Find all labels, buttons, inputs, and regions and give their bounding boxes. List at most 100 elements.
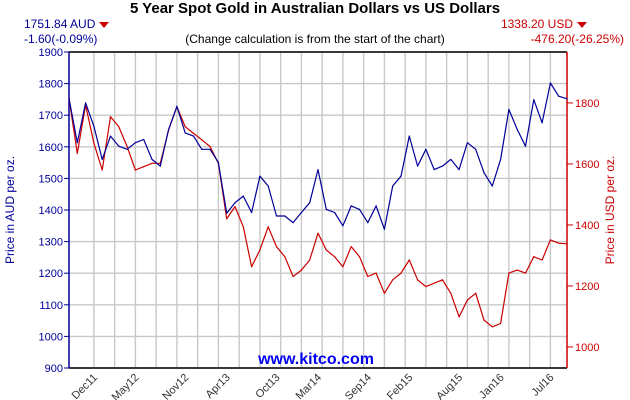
x-tick-label: Dec11 [70, 372, 100, 400]
usd-data-point [483, 319, 485, 321]
usd-data-point [524, 272, 527, 274]
usd-data-point [267, 226, 269, 228]
usd-data-point [93, 142, 95, 144]
x-tick-label: Jan16 [477, 372, 507, 400]
aud-data-point [184, 132, 186, 134]
usd-data-point [118, 126, 120, 128]
y-right-tick-label: 1200 [575, 281, 599, 293]
aud-data-point [417, 165, 419, 167]
aud-data-point [76, 142, 78, 144]
usd-data-point [367, 275, 369, 278]
aud-data-point [475, 148, 477, 150]
aud-data-point [408, 135, 410, 137]
aud-data-point [259, 175, 261, 177]
aud-data-point [350, 205, 352, 207]
usd-data-point [458, 316, 460, 318]
usd-data-point [491, 326, 493, 328]
usd-data-point [334, 256, 336, 258]
usd-data-point [358, 256, 361, 258]
x-tick-label: Jul16 [529, 372, 556, 399]
usd-data-point [251, 266, 253, 268]
aud-change: -1.60(-0.09%) [24, 32, 98, 46]
aud-data-point [500, 158, 502, 161]
y-left-tick-label: 1500 [39, 173, 63, 185]
usd-data-point [342, 266, 344, 268]
usd-data-point [533, 256, 535, 258]
x-tick-label: Sep14 [343, 372, 374, 400]
usd-data-point [350, 246, 352, 248]
aud-data-point [558, 95, 560, 97]
usd-data-point [392, 279, 394, 281]
usd-data-point [300, 269, 302, 271]
usd-data-point [441, 279, 444, 281]
usd-data-point [317, 232, 319, 234]
usd-data-point [417, 279, 419, 281]
usd-data-point [126, 145, 128, 148]
x-tick-label: Aug15 [434, 372, 465, 400]
aud-data-point [400, 175, 402, 177]
usd-data-point [508, 272, 510, 274]
aud-data-point [93, 125, 95, 127]
aud-data-point [549, 82, 552, 84]
aud-data-point [151, 158, 153, 161]
aud-data-point [143, 138, 145, 141]
aud-data-point [292, 222, 294, 224]
usd-data-point [134, 169, 136, 171]
aud-data-point [134, 142, 136, 144]
aud-data-point [242, 195, 244, 197]
aud-data-point [566, 98, 568, 100]
x-tick-label: Feb15 [385, 372, 416, 400]
y-left-tick-label: 1400 [39, 205, 63, 217]
y-left-tick-label: 1100 [39, 300, 63, 312]
usd-data-point [549, 239, 552, 241]
aud-data-point [234, 202, 236, 204]
usd-data-point [109, 116, 112, 118]
usd-data-point [242, 226, 244, 228]
usd-data-point [184, 126, 186, 128]
chart-title: 5 Year Spot Gold in Australian Dollars v… [129, 0, 501, 17]
y-left-tick-label: 1600 [39, 142, 63, 154]
x-tick-label: Apr13 [204, 372, 233, 400]
aud-data-point [168, 128, 170, 131]
usd-data-point [383, 292, 385, 294]
aud-data-point [109, 135, 112, 137]
x-tick-label: Mar14 [294, 372, 325, 400]
usd-data-point [309, 259, 311, 261]
aud-data-point [516, 128, 518, 131]
aud-data-point [425, 148, 427, 150]
usd-data-point [475, 292, 477, 294]
usd-data-point [541, 259, 543, 261]
aud-data-point [433, 168, 435, 171]
aud-price: 1751.84 AUD [24, 17, 110, 31]
aud-data-point [483, 172, 485, 174]
aud-data-point [342, 225, 344, 227]
aud-data-point [176, 105, 178, 107]
watermark: www.kitco.com [257, 351, 374, 368]
usd-data-point [400, 272, 402, 274]
aud-data-point [458, 168, 460, 171]
usd-data-point [284, 256, 286, 258]
aud-price-value: 1751.84 AUD [24, 17, 96, 31]
aud-data-point [118, 145, 120, 147]
y-left-tick-label: 1200 [39, 268, 63, 280]
aud-data-point [267, 185, 269, 187]
aud-data-point [383, 228, 385, 230]
aud-price-line [68, 82, 568, 230]
usd-data-point [292, 275, 294, 278]
x-tick-label: May12 [110, 372, 142, 400]
down-arrow-icon [99, 21, 110, 28]
aud-data-point [334, 211, 336, 214]
aud-data-point [508, 108, 510, 111]
y-right-tick-label: 1400 [575, 220, 599, 232]
y-right-tick-label: 1600 [575, 159, 599, 171]
usd-data-point [500, 322, 502, 325]
usd-data-point [226, 218, 228, 220]
aud-data-point [358, 208, 361, 210]
aud-data-point [392, 185, 394, 187]
y-left-tick-label: 1300 [39, 237, 63, 249]
usd-price-line [68, 98, 568, 328]
usd-price: 1338.20 USD [501, 17, 587, 31]
aud-data-point [541, 122, 543, 124]
aud-data-point [101, 158, 103, 161]
aud-data-point [85, 102, 87, 104]
